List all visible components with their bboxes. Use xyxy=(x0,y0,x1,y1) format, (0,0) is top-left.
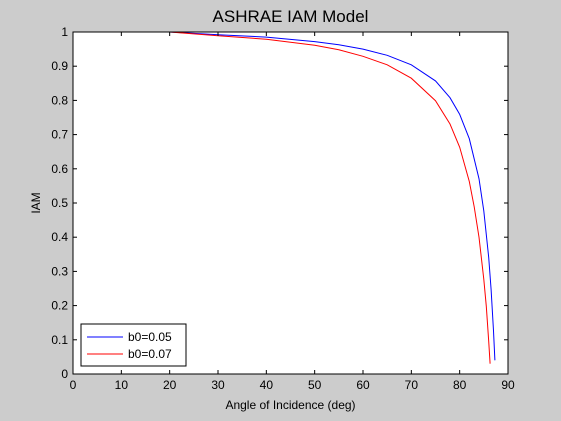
y-tick-label: 0.2 xyxy=(51,299,68,313)
y-tick-label: 0.8 xyxy=(51,93,68,107)
y-axis-title: IAM xyxy=(29,192,43,213)
series-layer xyxy=(73,31,496,364)
y-tick-label: 0.4 xyxy=(51,230,68,244)
series-line-2 xyxy=(73,31,491,364)
legend-label-1: b0=0.05 xyxy=(128,330,172,344)
x-tick-label: 30 xyxy=(211,378,225,392)
y-tick-label: 0.5 xyxy=(51,196,68,210)
y-tick-label: 0.3 xyxy=(51,264,68,278)
x-tick-label: 10 xyxy=(115,378,129,392)
x-tick-label: 90 xyxy=(501,378,515,392)
x-tick-label: 80 xyxy=(453,378,467,392)
legend: b0=0.05 b0=0.07 xyxy=(80,323,187,367)
legend-box xyxy=(80,323,187,367)
series-line-1 xyxy=(73,31,496,361)
x-tick-label: 0 xyxy=(70,378,77,392)
y-tick-label: 0 xyxy=(61,367,68,381)
x-tick-label: 70 xyxy=(405,378,419,392)
ticks-layer: 0 10 20 30 40 50 60 70 80 90 0 0.1 0.2 0.3 0.4 0.5 0.6 0.… xyxy=(51,25,515,392)
y-tick-label: 0.9 xyxy=(51,59,68,73)
legend-label-2: b0=0.07 xyxy=(128,347,172,361)
x-tick-label: 60 xyxy=(356,378,370,392)
x-tick-label: 40 xyxy=(260,378,274,392)
x-tick-label: 50 xyxy=(308,378,322,392)
y-tick-label: 1 xyxy=(61,25,68,39)
y-tick-label: 0.1 xyxy=(51,333,68,347)
y-tick-label: 0.7 xyxy=(51,128,68,142)
plot-area xyxy=(73,32,508,374)
y-tick-label: 0.6 xyxy=(51,162,68,176)
x-axis-title: Angle of Incidence (deg) xyxy=(225,398,355,412)
x-tick-label: 20 xyxy=(163,378,177,392)
chart-title: ASHRAE IAM Model xyxy=(213,7,369,26)
